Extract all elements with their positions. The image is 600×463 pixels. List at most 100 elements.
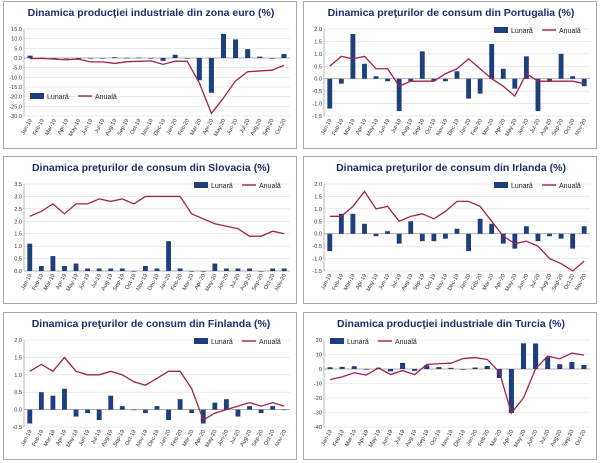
legend-label-anuala: Anuală xyxy=(95,94,117,101)
bar-lunar--0 xyxy=(327,233,333,252)
x-tick-label: Jun-19 xyxy=(381,429,394,447)
bar-lunar--21 xyxy=(570,76,576,79)
chart-title: Dinamica preţurilor de consum din Irland… xyxy=(336,162,566,174)
bar-lunar--14 xyxy=(196,58,202,81)
bar-lunar--2 xyxy=(50,395,56,410)
chart-euro-industry: Dinamica producţiei industriale din zona… xyxy=(9,7,290,137)
bar-lunar--1 xyxy=(38,266,44,271)
bar-lunar--17 xyxy=(533,343,539,369)
bar-lunar--12 xyxy=(466,78,471,99)
bar-lunar--16 xyxy=(512,78,518,89)
x-tick-label: Jul-20 xyxy=(539,429,551,445)
bar-lunar--4 xyxy=(73,263,79,271)
bar-lunar--9 xyxy=(436,367,442,369)
bar-lunar--7 xyxy=(408,78,414,82)
bar-lunar--19 xyxy=(247,406,252,410)
legend-label-lunara: Lunară xyxy=(347,339,369,346)
bar-lunar--18 xyxy=(535,233,541,242)
bar-lunar--3 xyxy=(362,223,367,234)
bar-lunar--10 xyxy=(143,266,148,271)
bar-lunar--13 xyxy=(484,365,490,369)
bar-lunar--8 xyxy=(419,51,425,79)
bar-lunar--0 xyxy=(27,409,33,424)
y-tick-label: -1.5 xyxy=(312,114,322,120)
bar-lunar--22 xyxy=(581,226,587,234)
bar-lunar--9 xyxy=(431,233,437,242)
bar-lunar--7 xyxy=(108,268,114,271)
bar-lunar--3 xyxy=(363,369,369,370)
bar-lunar--17 xyxy=(523,56,529,79)
bar-lunar--16 xyxy=(212,263,218,271)
x-tick-label: Mar-20 xyxy=(189,118,203,136)
bar-lunar--9 xyxy=(431,78,437,82)
bar-lunar--4 xyxy=(73,409,79,417)
bar-lunar--11 xyxy=(460,369,466,370)
bar-lunar--11 xyxy=(454,228,460,234)
x-tick-label: Jun-19 xyxy=(378,118,391,136)
legend-label-lunara: Lunară xyxy=(47,94,69,101)
bar-lunar--12 xyxy=(472,367,478,369)
y-tick-label: 3.5 xyxy=(14,182,22,188)
bar-lunar--19 xyxy=(257,56,263,58)
legend-swatch-lunara xyxy=(194,338,208,344)
y-tick-label: -15.0 xyxy=(9,85,22,91)
chart-title: Dinamica preţurilor de consum din Finlan… xyxy=(32,318,271,330)
bar-lunar--15 xyxy=(508,369,514,414)
x-tick-label: Sep-19 xyxy=(117,118,131,137)
bar-lunar--1 xyxy=(338,213,344,234)
bar-lunar--14 xyxy=(489,223,495,234)
bar-lunar--21 xyxy=(270,268,276,271)
bar-lunar--13 xyxy=(477,78,483,94)
legend-swatch-lunara xyxy=(494,182,508,188)
y-tick-label: -30 xyxy=(314,411,322,417)
bar-lunar--22 xyxy=(581,78,587,87)
chart-title: Dinamica producţiei industriale din Turc… xyxy=(337,318,565,330)
bar-lunar--21 xyxy=(581,364,587,369)
y-tick-label: -0.5 xyxy=(312,89,322,95)
bar-lunar--12 xyxy=(466,233,471,252)
y-tick-label: 1.5 xyxy=(314,39,322,45)
bar-lunar--2 xyxy=(351,366,357,369)
bar-lunar--10 xyxy=(148,58,154,59)
chart-title: Dinamica producţiei industriale din zona… xyxy=(28,7,275,19)
y-tick-label: 10 xyxy=(316,353,322,359)
bar-lunar--10 xyxy=(143,409,148,414)
bar-lunar--10 xyxy=(448,367,454,369)
bar-lunar--10 xyxy=(443,78,448,82)
bar-lunar--22 xyxy=(281,409,287,411)
x-tick-label: Mar-20 xyxy=(489,429,503,447)
bar-lunar--19 xyxy=(557,364,563,369)
x-tick-label: Jun-19 xyxy=(78,273,91,291)
y-tick-label: 1.5 xyxy=(14,355,22,361)
y-tick-label: 10.0 xyxy=(11,37,22,43)
bar-lunar--21 xyxy=(270,406,276,410)
y-tick-label: -30.0 xyxy=(9,114,22,120)
bar-lunar--7 xyxy=(112,57,118,58)
bar-lunar--18 xyxy=(235,409,241,417)
bar-lunar--15 xyxy=(500,68,506,79)
legend-label-lunara: Lunară xyxy=(511,183,533,190)
bar-lunar--16 xyxy=(212,402,218,410)
bar-lunar--19 xyxy=(547,233,552,237)
x-tick-label: Jun-19 xyxy=(78,429,91,447)
line-series-anuala xyxy=(329,55,585,98)
y-tick-label: 0.0 xyxy=(14,408,22,414)
chart-panel-slovakia-cpi: Dinamica preţurilor de consum din Slovac… xyxy=(3,156,297,304)
x-tick-label: Dec-19 xyxy=(153,118,167,137)
bar-lunar--14 xyxy=(489,43,495,79)
bar-lunar--4 xyxy=(373,76,379,79)
x-tick-label: Sep-20 xyxy=(562,429,576,448)
bar-lunar--18 xyxy=(535,78,541,112)
bar-lunar--16 xyxy=(220,33,227,58)
y-tick-label: 20 xyxy=(316,338,322,344)
bar-lunar--7 xyxy=(412,369,418,371)
bar-lunar--1 xyxy=(339,366,345,369)
y-tick-label: 1.0 xyxy=(314,207,322,213)
bar-lunar--8 xyxy=(419,233,425,242)
legend-label-anuala: Anuală xyxy=(559,183,581,190)
x-tick-label: Jun-20 xyxy=(217,429,230,447)
bar-lunar--0 xyxy=(327,78,333,109)
y-tick-label: 0.5 xyxy=(314,219,322,225)
bar-lunar--9 xyxy=(136,57,142,59)
y-tick-label: 0.5 xyxy=(14,390,22,396)
